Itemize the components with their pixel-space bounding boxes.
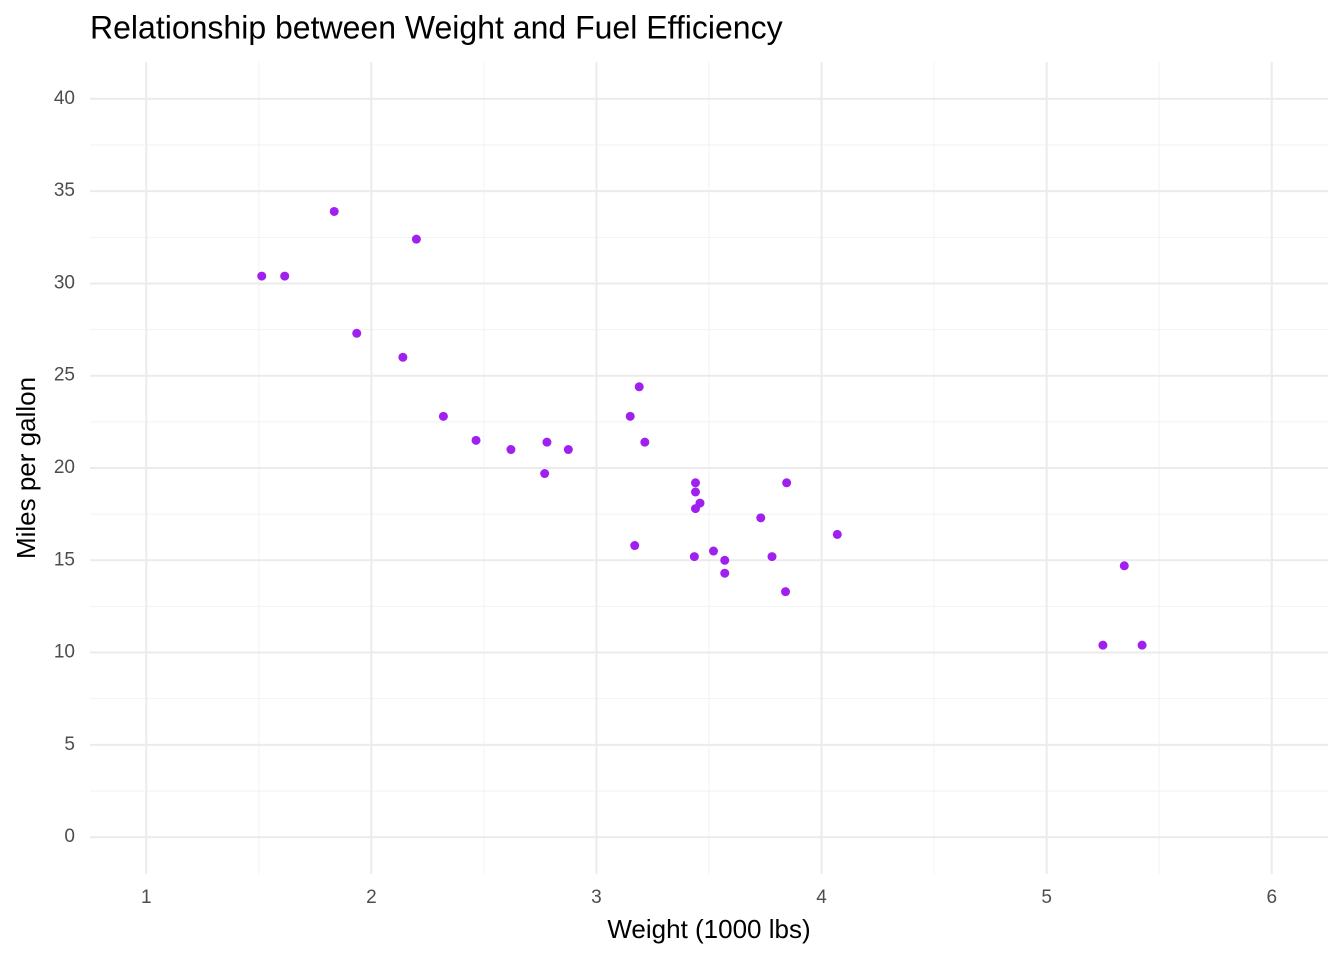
chart-title: Relationship between Weight and Fuel Eff… xyxy=(90,9,783,45)
y-tick-label: 20 xyxy=(54,457,75,478)
point xyxy=(630,541,640,551)
y-tick-label: 0 xyxy=(64,826,75,847)
point xyxy=(1098,640,1108,650)
point xyxy=(720,555,730,565)
point xyxy=(781,587,791,597)
point xyxy=(1119,561,1129,571)
x-tick-label: 4 xyxy=(816,887,827,908)
x-tick-label: 1 xyxy=(141,887,152,908)
point xyxy=(280,271,290,281)
x-tick-label: 2 xyxy=(366,887,377,908)
x-tick-label: 5 xyxy=(1041,887,1052,908)
point xyxy=(832,529,842,539)
point xyxy=(690,504,700,514)
point xyxy=(471,435,481,445)
x-axis-label: Weight (1000 lbs) xyxy=(607,914,810,944)
point xyxy=(767,552,777,562)
y-tick-label: 35 xyxy=(54,180,75,201)
point xyxy=(690,478,700,488)
y-tick-label: 10 xyxy=(54,642,75,663)
point xyxy=(709,546,719,556)
point xyxy=(1137,640,1147,650)
y-tick-label: 15 xyxy=(54,549,75,570)
point xyxy=(257,271,267,281)
point xyxy=(563,445,573,455)
x-tick-label: 6 xyxy=(1266,887,1277,908)
point xyxy=(329,206,339,216)
y-tick-label: 5 xyxy=(64,734,75,755)
point xyxy=(540,469,550,479)
y-tick-label: 30 xyxy=(54,272,75,293)
point xyxy=(689,552,699,562)
point xyxy=(506,445,516,455)
point xyxy=(690,487,700,497)
x-tick-label: 3 xyxy=(591,887,602,908)
point xyxy=(782,478,792,488)
y-axis-label: Miles per gallon xyxy=(11,377,41,559)
point xyxy=(625,411,635,421)
y-tick-label: 40 xyxy=(54,88,75,109)
point xyxy=(640,437,650,447)
point xyxy=(720,568,730,578)
point xyxy=(542,437,552,447)
point xyxy=(438,411,448,421)
y-tick-label: 25 xyxy=(54,365,75,386)
point xyxy=(352,328,362,338)
point xyxy=(398,352,408,362)
point xyxy=(634,382,644,392)
point xyxy=(756,513,766,523)
point xyxy=(411,234,421,244)
